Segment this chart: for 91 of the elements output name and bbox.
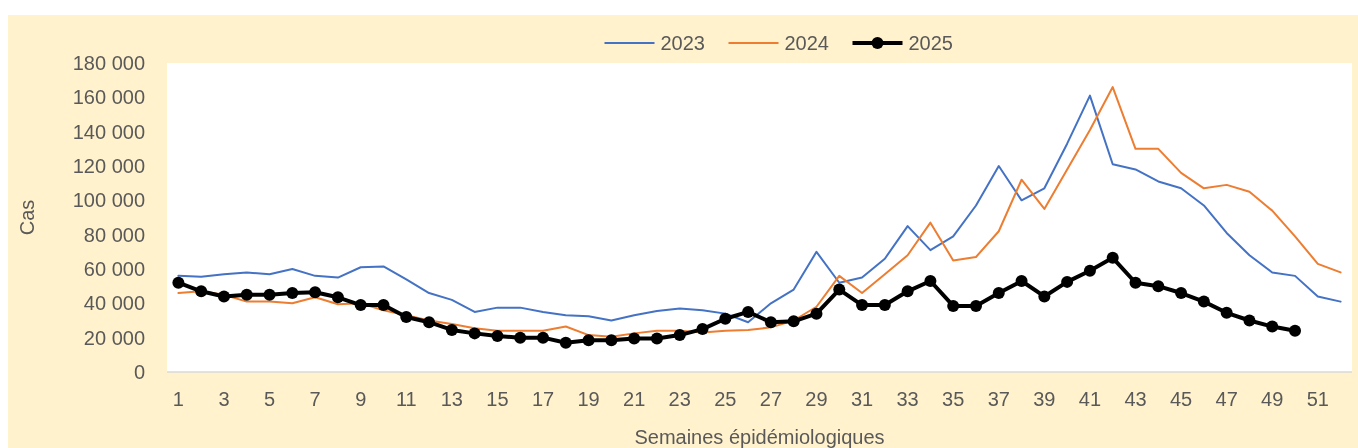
point: [650, 332, 663, 345]
point: [309, 286, 322, 299]
y-tick-label: 180 000: [72, 52, 145, 74]
point: [1243, 314, 1256, 327]
x-tick-label: 35: [942, 388, 965, 410]
x-tick-label: 13: [440, 388, 463, 410]
point: [331, 291, 344, 304]
x-tick-label: 3: [218, 388, 230, 410]
point: [354, 299, 367, 312]
x-tick-label: 39: [1033, 388, 1056, 410]
x-axis-title: Semaines épidémiologiques: [634, 426, 885, 448]
x-tick-label: 45: [1169, 388, 1193, 410]
x-tick-label: 11: [395, 388, 417, 410]
point: [240, 288, 253, 301]
x-tick-label: 1: [172, 388, 184, 410]
y-tick-label: 120 000: [72, 155, 145, 177]
x-tick-label: 23: [668, 388, 691, 410]
point: [719, 312, 732, 325]
y-tick-label: 60 000: [83, 258, 145, 280]
point: [491, 329, 504, 342]
y-tick-label: 80 000: [83, 223, 145, 246]
point: [1015, 275, 1028, 288]
point: [514, 331, 527, 344]
point: [742, 305, 755, 318]
point: [1220, 306, 1233, 319]
point: [445, 323, 458, 336]
x-tick-label: 49: [1261, 388, 1284, 410]
point: [969, 299, 982, 312]
x-tick-label: 17: [531, 388, 555, 410]
point: [423, 316, 436, 329]
y-tick-label: 140 000: [72, 120, 145, 143]
x-tick-label: 41: [1078, 388, 1102, 410]
x-tick-label: 27: [759, 388, 783, 410]
x-tick-label: 9: [355, 388, 367, 410]
point: [537, 331, 550, 344]
point: [1152, 280, 1165, 293]
point: [810, 307, 823, 320]
y-tick-label: 100 000: [72, 189, 145, 212]
point: [195, 285, 208, 298]
point: [1061, 275, 1074, 288]
x-tick-label: 29: [805, 388, 828, 410]
x-tick-label: 51: [1306, 388, 1329, 410]
point: [833, 283, 846, 296]
point: [924, 275, 937, 288]
legend-label: 2023: [660, 32, 705, 54]
point: [172, 276, 185, 289]
y-tick-label: 40 000: [83, 292, 145, 315]
x-tick-label: 43: [1124, 388, 1147, 410]
point: [559, 336, 572, 349]
point: [878, 299, 891, 312]
x-tick-label: 19: [577, 388, 600, 410]
x-tick-label: 47: [1215, 388, 1238, 410]
x-tick-label: 21: [623, 388, 646, 410]
point: [286, 287, 299, 300]
y-axis-title: Cas: [16, 199, 38, 236]
y-tick-label: 160 000: [72, 86, 145, 109]
point: [1038, 290, 1051, 303]
point: [856, 299, 869, 312]
point: [1197, 295, 1210, 308]
point: [696, 323, 709, 336]
point: [764, 316, 777, 329]
point: [673, 329, 686, 342]
point: [400, 311, 413, 324]
point: [468, 327, 481, 340]
point: [947, 299, 960, 312]
x-tick-label: 15: [486, 388, 509, 410]
point: [787, 315, 800, 328]
point: [217, 290, 230, 303]
point: [605, 334, 618, 347]
x-tick-label: 25: [714, 388, 737, 410]
point: [1175, 287, 1188, 300]
point: [901, 285, 914, 298]
point: [628, 332, 641, 345]
point: [992, 287, 1005, 300]
x-tick-label: 37: [987, 388, 1010, 410]
x-tick-label: 5: [263, 388, 276, 410]
point: [1083, 264, 1096, 277]
legend-label: 2025: [908, 32, 953, 54]
point: [1289, 324, 1302, 337]
x-tick-label: 31: [850, 388, 874, 410]
y-tick-label: 20 000: [83, 326, 145, 349]
y-tick-label: 0: [133, 361, 145, 383]
point: [1266, 320, 1279, 333]
point: [1106, 251, 1119, 264]
point: [582, 334, 595, 347]
x-tick-label: 7: [309, 388, 321, 410]
legend-label: 2024: [784, 32, 829, 54]
point: [1129, 276, 1142, 289]
point: [263, 288, 276, 301]
point: [377, 299, 390, 312]
x-tick-label: 33: [896, 388, 919, 410]
